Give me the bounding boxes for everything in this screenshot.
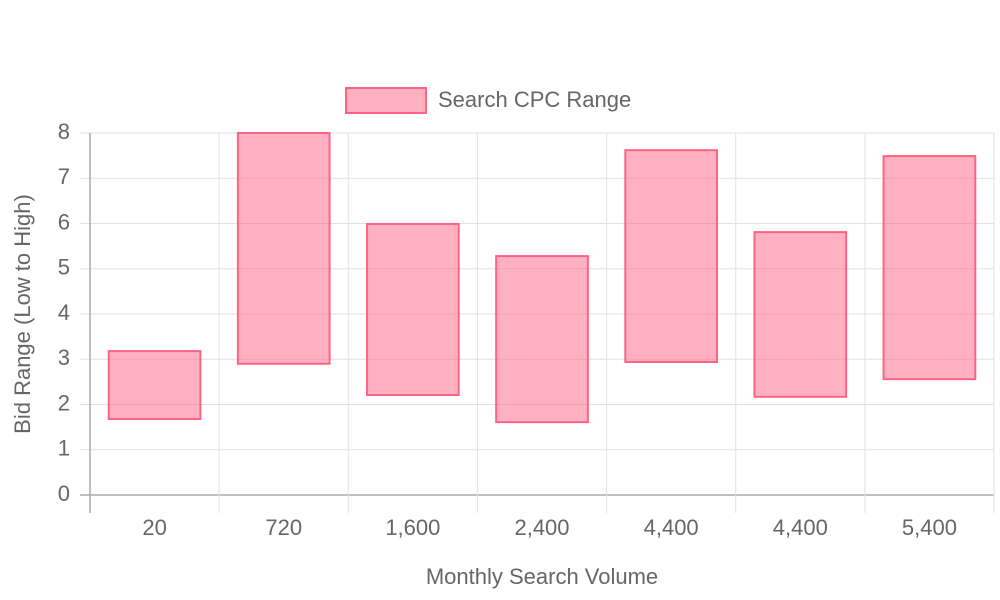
x-tick-label: 4,400 xyxy=(773,515,828,540)
y-tick-label: 6 xyxy=(58,209,70,234)
x-tick-label: 2,400 xyxy=(514,515,569,540)
bar xyxy=(366,222,460,396)
bar xyxy=(236,132,331,365)
x-tick-label: 720 xyxy=(265,515,302,540)
y-axis-label: Bid Range (Low to High) xyxy=(10,194,35,434)
x-tick-label: 4,400 xyxy=(644,515,699,540)
y-tick-label: 4 xyxy=(58,300,70,325)
y-tick-label: 5 xyxy=(58,255,70,280)
legend-swatch xyxy=(345,87,427,114)
bar xyxy=(882,155,977,381)
y-tick-label: 1 xyxy=(58,436,70,461)
y-tick-label: 0 xyxy=(58,481,70,506)
x-tick-label: 5,400 xyxy=(902,515,957,540)
y-tick-label: 8 xyxy=(58,119,70,144)
y-tick-label: 2 xyxy=(58,390,70,415)
bar xyxy=(495,255,589,424)
x-axis-label: Monthly Search Volume xyxy=(426,564,658,589)
y-tick-label: 3 xyxy=(58,345,70,370)
bar xyxy=(753,231,848,398)
bar xyxy=(107,350,202,420)
legend-label: Search CPC Range xyxy=(438,87,631,112)
bar xyxy=(624,149,718,363)
y-tick-label: 7 xyxy=(58,164,70,189)
x-tick-label: 1,600 xyxy=(385,515,440,540)
x-tick-label: 20 xyxy=(142,515,166,540)
